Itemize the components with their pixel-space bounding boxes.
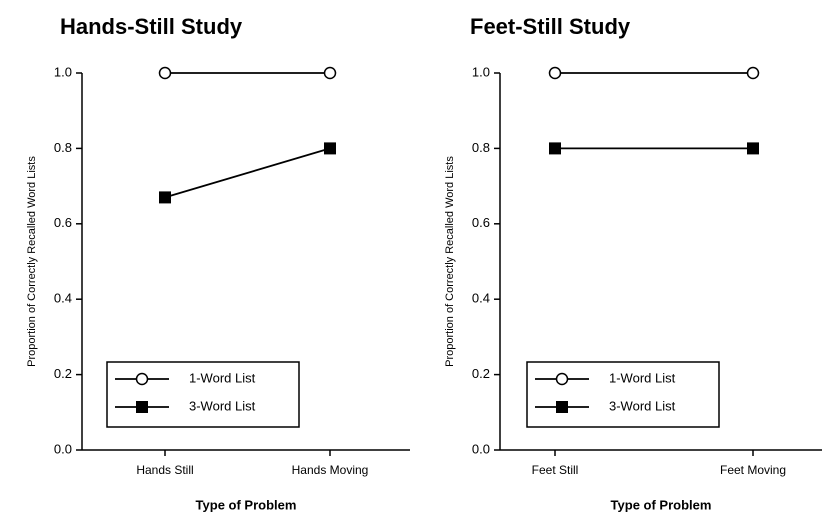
marker: [324, 142, 336, 155]
legend-label: 1-Word List: [189, 370, 256, 385]
marker: [159, 191, 171, 204]
legend-label: 3-Word List: [609, 398, 676, 413]
marker: [136, 401, 148, 413]
x-tick-label: Feet Moving: [720, 463, 786, 477]
x-axis-label: Type of Problem: [196, 497, 297, 512]
y-tick-label: 0.8: [54, 140, 72, 155]
marker: [548, 66, 562, 80]
y-tick-label: 0.6: [472, 215, 490, 230]
y-axis-label: Proportion of Correctly Recalled Word Li…: [444, 156, 456, 367]
y-tick-label: 0.2: [472, 366, 490, 381]
marker: [746, 66, 760, 80]
marker: [555, 372, 569, 386]
y-tick-label: 0.4: [472, 291, 490, 306]
x-tick-label: Hands Moving: [292, 463, 369, 477]
y-tick-label: 0.6: [54, 215, 72, 230]
y-tick-label: 0.4: [54, 291, 72, 306]
x-axis-label: Type of Problem: [611, 497, 712, 512]
marker: [556, 401, 568, 413]
y-tick-label: 1.0: [54, 64, 72, 79]
marker: [323, 66, 337, 80]
legend-box: [106, 361, 300, 428]
y-tick-label: 0.0: [472, 441, 490, 456]
legend-box: [526, 361, 720, 428]
chart-title: Hands-Still Study: [60, 14, 243, 39]
y-tick-label: 0.2: [54, 366, 72, 381]
chart-title: Feet-Still Study: [470, 14, 631, 39]
y-tick-label: 1.0: [472, 64, 490, 79]
y-tick-label: 0.8: [472, 140, 490, 155]
marker: [549, 142, 561, 155]
series-line: [164, 147, 331, 199]
legend-label: 1-Word List: [609, 370, 676, 385]
legend-label: 3-Word List: [189, 398, 256, 413]
x-tick-label: Feet Still: [532, 463, 579, 477]
marker: [158, 66, 172, 80]
x-tick-label: Hands Still: [136, 463, 193, 477]
y-axis-label: Proportion of Correctly Recalled Word Li…: [26, 156, 38, 367]
y-tick-label: 0.0: [54, 441, 72, 456]
marker: [135, 372, 149, 386]
marker: [747, 142, 759, 155]
